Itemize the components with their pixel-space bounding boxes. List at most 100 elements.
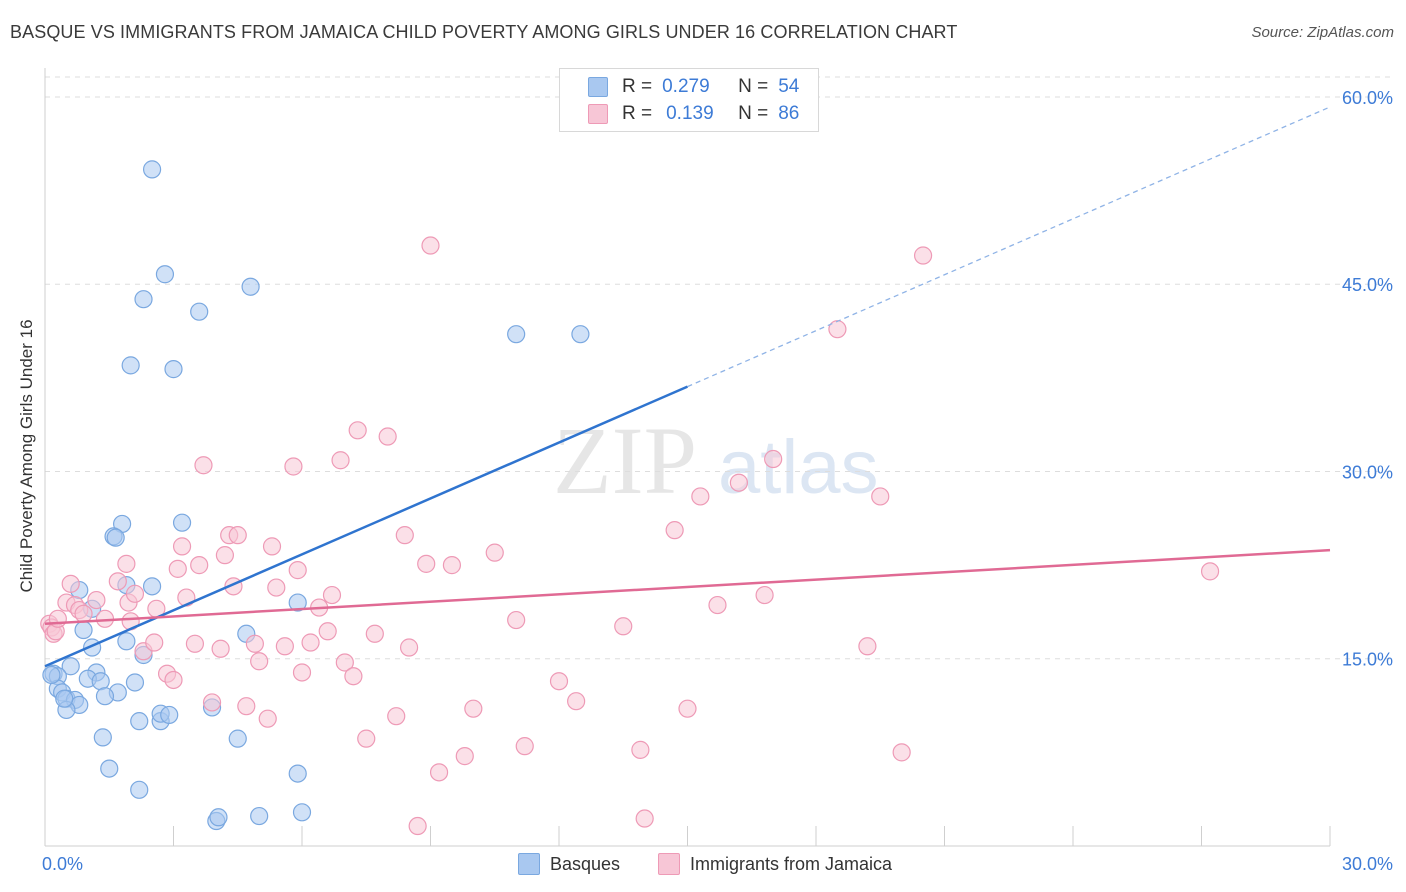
bottom-legend-basques: Basques [518,852,620,876]
legend-r-value-basques: 0.279 [662,76,710,97]
bottom-legend-label-jamaica: Immigrants from Jamaica [690,853,893,874]
point-basques-8 [571,325,590,344]
trend-layer [44,106,1331,668]
point-basques-23 [61,657,80,676]
point-jamaica-68 [549,672,569,691]
point-jamaica-39 [267,578,286,597]
point-jamaica-77 [729,473,749,492]
point-jamaica-52 [357,729,376,748]
point-basques-0 [142,160,162,179]
point-basques-5 [121,356,140,375]
point-jamaica-76 [708,595,727,615]
point-basques-12 [172,513,192,532]
point-basques-44 [228,729,247,748]
legend-n-value-jamaica: 86 [778,103,800,124]
point-jamaica-37 [258,709,277,728]
point-jamaica-61 [429,763,449,782]
x-tick-labels: 0.0% 30.0% [42,854,1393,874]
point-basques-28 [91,672,110,691]
legend-n-label: N = [738,76,769,97]
point-jamaica-65 [485,543,504,562]
point-jamaica-84 [913,246,933,265]
chart-title: BASQUE VS IMMIGRANTS FROM JAMAICA CHILD … [10,22,958,42]
series-1-points [40,236,1220,836]
legend-r-label: R = [622,76,653,97]
point-jamaica-6 [61,574,80,593]
point-jamaica-57 [399,638,419,657]
point-jamaica-10 [87,590,106,610]
y-tick-labels: 15.0% 30.0% 45.0% 60.0% [1342,88,1393,670]
point-basques-11 [106,528,125,547]
point-jamaica-44 [301,633,320,652]
point-jamaica-27 [194,456,213,475]
point-basques-41 [160,705,179,725]
point-jamaica-26 [190,556,209,575]
point-jamaica-49 [335,653,354,672]
point-jamaica-16 [125,584,145,603]
point-jamaica-9 [74,604,93,623]
point-jamaica-46 [318,622,337,641]
bottom-legend-label-basques: Basques [550,853,621,874]
point-jamaica-22 [168,559,187,578]
point-jamaica-54 [378,427,397,446]
point-jamaica-38 [262,537,282,556]
point-jamaica-42 [288,561,307,580]
point-jamaica-21 [164,670,183,690]
legend-swatch-basques [588,77,608,97]
point-jamaica-81 [858,637,877,656]
point-jamaica-55 [387,707,406,726]
trend-line-jamaica [44,548,1331,626]
point-basques-17 [288,593,307,612]
point-jamaica-33 [228,526,247,545]
point-jamaica-83 [892,743,911,762]
point-jamaica-56 [395,526,414,545]
point-jamaica-4 [48,609,67,628]
trend-line-basques-extension [687,106,1331,388]
point-jamaica-51 [348,421,367,440]
legend-row-jamaica: R = 0.139 N = 86 [588,102,799,126]
point-jamaica-59 [417,554,436,573]
legend-r-value-jamaica: 0.139 [666,103,714,124]
point-basques-6 [164,360,183,379]
point-jamaica-43 [292,663,312,682]
point-jamaica-69 [567,692,586,711]
point-basques-3 [190,302,209,321]
point-jamaica-23 [172,537,192,556]
gridlines [45,76,1390,660]
point-basques-2 [134,290,153,309]
point-jamaica-25 [185,634,205,653]
point-jamaica-41 [284,457,303,476]
point-basques-50 [250,806,269,826]
point-jamaica-72 [635,809,654,828]
point-jamaica-29 [211,639,230,658]
source-label: Source: ZipAtlas.com [1251,24,1394,41]
point-jamaica-67 [515,737,534,756]
point-jamaica-80 [828,320,847,339]
watermark-atlas: atlas [718,425,879,510]
point-basques-45 [100,759,119,778]
point-jamaica-47 [322,585,342,605]
y-tick-label-1: 30.0% [1342,462,1393,482]
legend-n-value-basques: 54 [778,76,800,97]
point-basques-29 [125,673,145,692]
point-jamaica-78 [755,585,774,605]
point-basques-18 [74,620,93,640]
trend-line-basques [44,385,688,668]
legend-r-label: R = [622,103,653,124]
point-basques-53 [55,689,74,708]
point-basques-35 [95,687,115,706]
point-jamaica-53 [365,624,384,643]
point-jamaica-58 [408,816,427,836]
point-jamaica-82 [871,487,890,506]
point-basques-43 [93,728,112,747]
watermark: ZIP atlas [553,407,879,514]
y-tick-label-2: 45.0% [1342,275,1393,295]
point-basques-1 [155,265,175,284]
point-basques-49 [209,808,228,827]
point-basques-51 [292,803,312,822]
point-jamaica-71 [631,740,650,759]
point-jamaica-12 [108,572,127,591]
series-0-points [42,160,590,831]
point-jamaica-13 [117,554,136,573]
